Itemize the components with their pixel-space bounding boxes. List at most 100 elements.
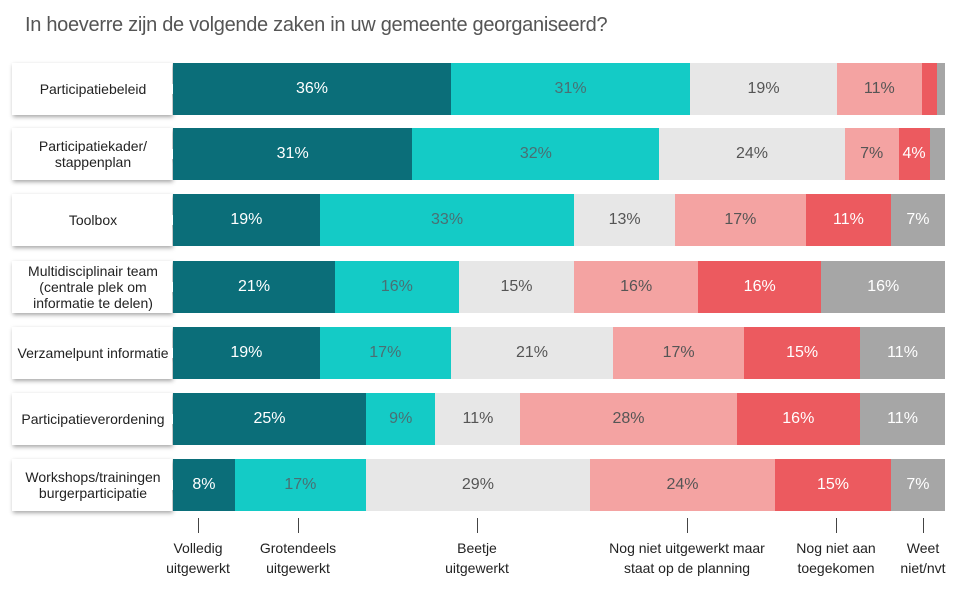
bar-segment: 17% xyxy=(319,327,451,379)
legend-tick xyxy=(687,518,688,533)
row-label-box: Participatiekader/ stappenplan xyxy=(12,128,184,180)
value-label: 9% xyxy=(389,410,413,427)
row-label: Workshops/trainingen burgerparticipatie xyxy=(25,469,161,501)
bar-segment: 16% xyxy=(736,393,861,445)
bar-segment: 16% xyxy=(574,261,698,313)
bar-segment: 21% xyxy=(173,261,336,313)
row-label: Multidisciplinair team (centrale plek om… xyxy=(28,263,158,311)
bar-segment: 8% xyxy=(173,459,235,511)
value-label: 16% xyxy=(620,278,653,295)
value-label: 7% xyxy=(860,145,884,162)
row-label: Verzamelpunt informatie xyxy=(17,345,169,361)
bar-segment: 11% xyxy=(860,327,945,379)
value-label: 31% xyxy=(554,80,587,97)
bar-row: 21% 16% 15% 16% 16% 16% xyxy=(173,261,945,313)
bar-segment: 36% xyxy=(173,63,451,115)
bar-segment: 25% xyxy=(173,393,366,445)
bar-segment: 11% xyxy=(836,63,922,115)
bar-segment: 16% xyxy=(821,261,945,313)
value-label: 17% xyxy=(724,211,757,228)
value-label: 33% xyxy=(431,211,464,228)
value-label: 17% xyxy=(369,344,402,361)
bar-segment xyxy=(937,63,945,115)
legend-tick xyxy=(298,518,299,533)
row-label-shape xyxy=(12,128,184,180)
bar-segment: 11% xyxy=(435,393,521,445)
bar-segment: 7% xyxy=(890,194,945,246)
legend-label: Nog niet uitgewerkt maar staat op de pla… xyxy=(609,540,765,576)
bar-row: 19% 17% 21% 17% 15% 11% xyxy=(173,327,945,379)
value-label: 31% xyxy=(276,145,309,162)
bar-segment: 33% xyxy=(319,194,575,246)
value-label: 21% xyxy=(238,278,271,295)
value-label: 16% xyxy=(743,278,776,295)
row-label-shape xyxy=(12,459,184,511)
bar-segment: 24% xyxy=(589,459,776,511)
value-label: 19% xyxy=(230,211,263,228)
bar-segment: 13% xyxy=(574,194,675,246)
bar-segment: 28% xyxy=(520,393,737,445)
row-label-shape xyxy=(12,327,184,379)
bar-segment: 17% xyxy=(234,459,366,511)
legend-label: Grotendeels uitgewerkt xyxy=(259,540,337,576)
value-label: 21% xyxy=(515,344,548,361)
value-label: 16% xyxy=(380,278,413,295)
bar-segment: 15% xyxy=(775,459,891,511)
row-label-shape xyxy=(12,63,184,115)
legend-label: Nog niet aan toegekomen xyxy=(796,540,876,576)
bar-segment: 4% xyxy=(898,128,930,180)
value-label: 29% xyxy=(461,476,494,493)
value-label: 24% xyxy=(735,145,768,162)
legend-tick xyxy=(477,518,478,533)
bar-row: 19% 33% 13% 17% 11% 7% xyxy=(173,194,945,246)
bar-segment: 9% xyxy=(366,393,436,445)
value-label: 11% xyxy=(887,344,918,361)
row-label-box: Multidisciplinair team (centrale plek om… xyxy=(12,261,184,313)
bar-segment: 31% xyxy=(450,63,691,115)
bar-segment: 16% xyxy=(697,261,822,313)
value-label: 11% xyxy=(462,410,494,427)
bar-segment: 15% xyxy=(744,327,861,379)
bar-segment: 32% xyxy=(412,128,660,180)
value-label: 19% xyxy=(230,344,263,361)
row-label-box: Participatieverordening xyxy=(12,393,184,445)
row-label: Participatiekader/ stappenplan xyxy=(38,138,148,170)
value-label: 15% xyxy=(817,476,850,493)
value-label: 13% xyxy=(608,211,641,228)
chart-title: In hoeverre zijn de volgende zaken in uw… xyxy=(25,14,608,36)
bar-segment: 7% xyxy=(844,128,899,180)
value-label: 11% xyxy=(833,211,864,228)
value-label: 4% xyxy=(902,145,926,162)
value-label: 36% xyxy=(295,80,328,97)
value-label: 16% xyxy=(782,410,815,427)
bar-segment: 21% xyxy=(450,327,614,379)
bar-segment: 7% xyxy=(890,459,945,511)
bar-segment: 15% xyxy=(458,261,575,313)
bar-segment: 31% xyxy=(173,128,413,180)
value-label: 11% xyxy=(863,80,895,97)
value-label: 17% xyxy=(662,344,695,361)
legend-tick xyxy=(198,518,199,533)
bar-segment: 17% xyxy=(674,194,807,246)
bar-segment: 19% xyxy=(173,327,320,379)
row-label: Participatiebeleid xyxy=(39,81,147,97)
bar-row: 31% 32% 24% 7% 4% xyxy=(173,128,945,180)
value-label: 8% xyxy=(192,476,216,493)
value-label: 17% xyxy=(284,476,317,493)
bar-row: 8% 17% 29% 24% 15% 7% xyxy=(173,459,945,511)
value-label: 15% xyxy=(786,344,819,361)
value-label: 15% xyxy=(500,278,533,295)
bar-segment: 16% xyxy=(335,261,459,313)
row-label-box: Verzamelpunt informatie xyxy=(12,327,184,379)
value-label: 25% xyxy=(253,410,286,427)
bar-segment: 24% xyxy=(659,128,845,180)
value-label: 16% xyxy=(867,278,900,295)
row-label-shape xyxy=(12,393,184,445)
value-label: 7% xyxy=(906,211,930,228)
value-label: 32% xyxy=(519,145,552,162)
legend-label: Weet niet/nvt xyxy=(900,540,946,576)
legend-label: Beetje uitgewerkt xyxy=(445,540,509,576)
legend-label: Volledig uitgewerkt xyxy=(166,540,230,576)
bar-segment: 11% xyxy=(806,194,891,246)
